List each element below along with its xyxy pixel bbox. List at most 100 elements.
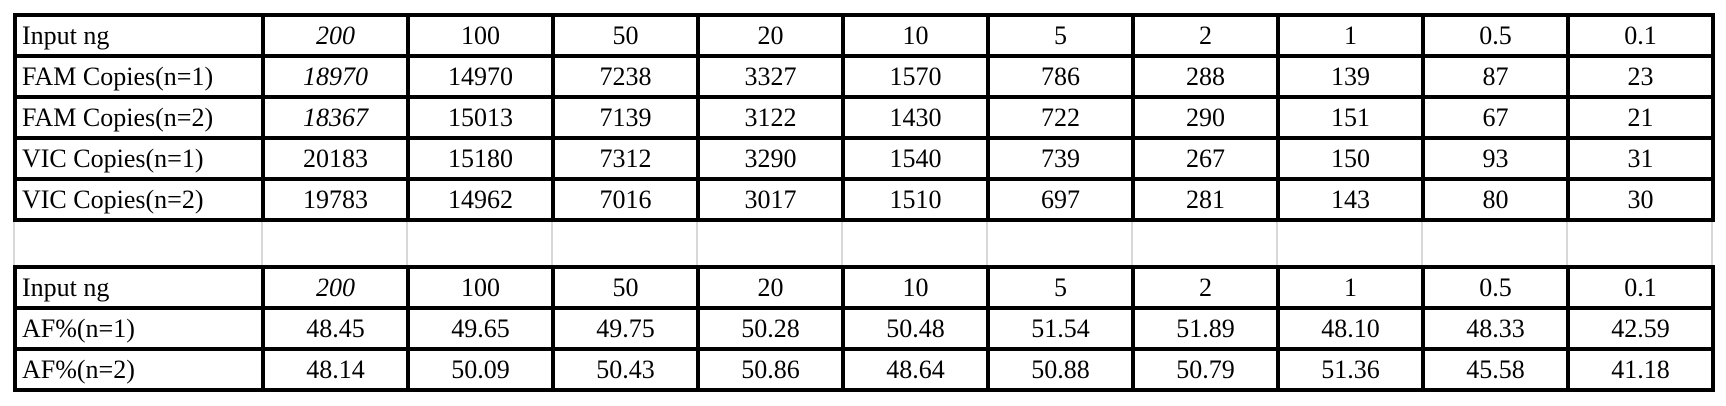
value-cell[interactable]: 48.14 <box>261 347 410 392</box>
value-cell[interactable]: 143 <box>1276 177 1425 222</box>
value-cell[interactable]: 1430 <box>841 95 990 140</box>
row-label-cell[interactable]: Input ng <box>13 265 265 310</box>
value-cell[interactable]: 7312 <box>551 136 700 181</box>
value-cell[interactable]: 50.88 <box>986 347 1135 392</box>
value-cell[interactable]: 49.75 <box>551 306 700 351</box>
value-cell[interactable]: 7238 <box>551 54 700 99</box>
value-cell[interactable]: 50 <box>551 13 700 58</box>
value-cell[interactable]: 1510 <box>841 177 990 222</box>
value-cell[interactable]: 48.45 <box>261 306 410 351</box>
row-label-cell[interactable]: AF%(n=2) <box>13 347 265 392</box>
value-cell[interactable]: 14962 <box>406 177 555 222</box>
value-cell[interactable]: 7139 <box>551 95 700 140</box>
value-cell[interactable]: 1570 <box>841 54 990 99</box>
value-cell[interactable]: 87 <box>1421 54 1570 99</box>
value-cell[interactable]: 67 <box>1421 95 1570 140</box>
value-cell[interactable]: 100 <box>406 265 555 310</box>
value-cell[interactable]: 49.65 <box>406 306 555 351</box>
value-cell[interactable]: 5 <box>986 265 1135 310</box>
table-row: VIC Copies(n=2) 19783 14962 7016 3017 1510 697… <box>13 177 1715 222</box>
value-cell[interactable]: 200 <box>261 13 410 58</box>
value-cell[interactable]: 5 <box>986 13 1135 58</box>
value-cell[interactable]: 697 <box>986 177 1135 222</box>
value-cell[interactable]: 42.59 <box>1566 306 1715 351</box>
value-cell[interactable]: 3290 <box>696 136 845 181</box>
af-table: Input ng 200 100 50 20 10 5 2 1 0.5 0.1 AF%(n=1) 48.… <box>13 265 1715 392</box>
sheet-gridline <box>13 222 15 265</box>
row-label-cell[interactable]: FAM Copies(n=1) <box>13 54 265 99</box>
value-cell[interactable]: 18970 <box>261 54 410 99</box>
copies-table: Input ng 200 100 50 20 10 5 2 1 0.5 0.1 FAM Copies(… <box>13 13 1715 222</box>
value-cell[interactable]: 50.28 <box>696 306 845 351</box>
value-cell[interactable]: 18367 <box>261 95 410 140</box>
value-cell[interactable]: 51.89 <box>1131 306 1280 351</box>
value-cell[interactable]: 93 <box>1421 136 1570 181</box>
value-cell[interactable]: 30 <box>1566 177 1715 222</box>
value-cell[interactable]: 50.86 <box>696 347 845 392</box>
value-cell[interactable]: 20183 <box>261 136 410 181</box>
row-label-cell[interactable]: Input ng <box>13 13 265 58</box>
value-cell[interactable]: 14970 <box>406 54 555 99</box>
row-label-cell[interactable]: FAM Copies(n=2) <box>13 95 265 140</box>
value-cell[interactable]: 50.09 <box>406 347 555 392</box>
value-cell[interactable]: 50 <box>551 265 700 310</box>
sheet-gridline <box>1711 222 1713 265</box>
value-cell[interactable]: 786 <box>986 54 1135 99</box>
table-row: FAM Copies(n=2) 18367 15013 7139 3122 1430 722… <box>13 95 1715 140</box>
value-cell[interactable]: 51.36 <box>1276 347 1425 392</box>
row-label-cell[interactable]: AF%(n=1) <box>13 306 265 351</box>
row-label-cell[interactable]: VIC Copies(n=2) <box>13 177 265 222</box>
value-cell[interactable]: 31 <box>1566 136 1715 181</box>
value-cell[interactable]: 50.48 <box>841 306 990 351</box>
value-cell[interactable]: 41.18 <box>1566 347 1715 392</box>
value-cell[interactable]: 3327 <box>696 54 845 99</box>
value-cell[interactable]: 722 <box>986 95 1135 140</box>
value-cell[interactable]: 739 <box>986 136 1135 181</box>
table-row: Input ng 200 100 50 20 10 5 2 1 0.5 0.1 <box>13 265 1715 310</box>
value-cell[interactable]: 0.5 <box>1421 265 1570 310</box>
value-cell[interactable]: 139 <box>1276 54 1425 99</box>
value-cell[interactable]: 0.1 <box>1566 265 1715 310</box>
value-cell[interactable]: 10 <box>841 13 990 58</box>
value-cell[interactable]: 1 <box>1276 265 1425 310</box>
value-cell[interactable]: 0.5 <box>1421 13 1570 58</box>
value-cell[interactable]: 20 <box>696 265 845 310</box>
value-cell[interactable]: 3017 <box>696 177 845 222</box>
value-cell[interactable]: 281 <box>1131 177 1280 222</box>
value-cell[interactable]: 51.54 <box>986 306 1135 351</box>
value-cell[interactable]: 23 <box>1566 54 1715 99</box>
value-cell[interactable]: 151 <box>1276 95 1425 140</box>
value-cell[interactable]: 100 <box>406 13 555 58</box>
value-cell[interactable]: 7016 <box>551 177 700 222</box>
sheet-gridline <box>1276 222 1278 265</box>
value-cell[interactable]: 1540 <box>841 136 990 181</box>
value-cell[interactable]: 1 <box>1276 13 1425 58</box>
value-cell[interactable]: 45.58 <box>1421 347 1570 392</box>
row-label-cell[interactable]: VIC Copies(n=1) <box>13 136 265 181</box>
table-row: VIC Copies(n=1) 20183 15180 7312 3290 1540 739… <box>13 136 1715 181</box>
value-cell[interactable]: 80 <box>1421 177 1570 222</box>
value-cell[interactable]: 10 <box>841 265 990 310</box>
value-cell[interactable]: 2 <box>1131 13 1280 58</box>
value-cell[interactable]: 288 <box>1131 54 1280 99</box>
value-cell[interactable]: 150 <box>1276 136 1425 181</box>
value-cell[interactable]: 48.33 <box>1421 306 1570 351</box>
value-cell[interactable]: 0.1 <box>1566 13 1715 58</box>
value-cell[interactable]: 2 <box>1131 265 1280 310</box>
sheet-gridline <box>696 222 698 265</box>
value-cell[interactable]: 50.43 <box>551 347 700 392</box>
value-cell[interactable]: 267 <box>1131 136 1280 181</box>
value-cell[interactable]: 15013 <box>406 95 555 140</box>
value-cell[interactable]: 3122 <box>696 95 845 140</box>
value-cell[interactable]: 21 <box>1566 95 1715 140</box>
sheet-gridline <box>406 222 408 265</box>
value-cell[interactable]: 200 <box>261 265 410 310</box>
value-cell[interactable]: 48.64 <box>841 347 990 392</box>
value-cell[interactable]: 50.79 <box>1131 347 1280 392</box>
value-cell[interactable]: 20 <box>696 13 845 58</box>
value-cell[interactable]: 15180 <box>406 136 555 181</box>
value-cell[interactable]: 19783 <box>261 177 410 222</box>
table-row: AF%(n=1) 48.45 49.65 49.75 50.28 50.48 51.54 51… <box>13 306 1715 351</box>
value-cell[interactable]: 290 <box>1131 95 1280 140</box>
value-cell[interactable]: 48.10 <box>1276 306 1425 351</box>
